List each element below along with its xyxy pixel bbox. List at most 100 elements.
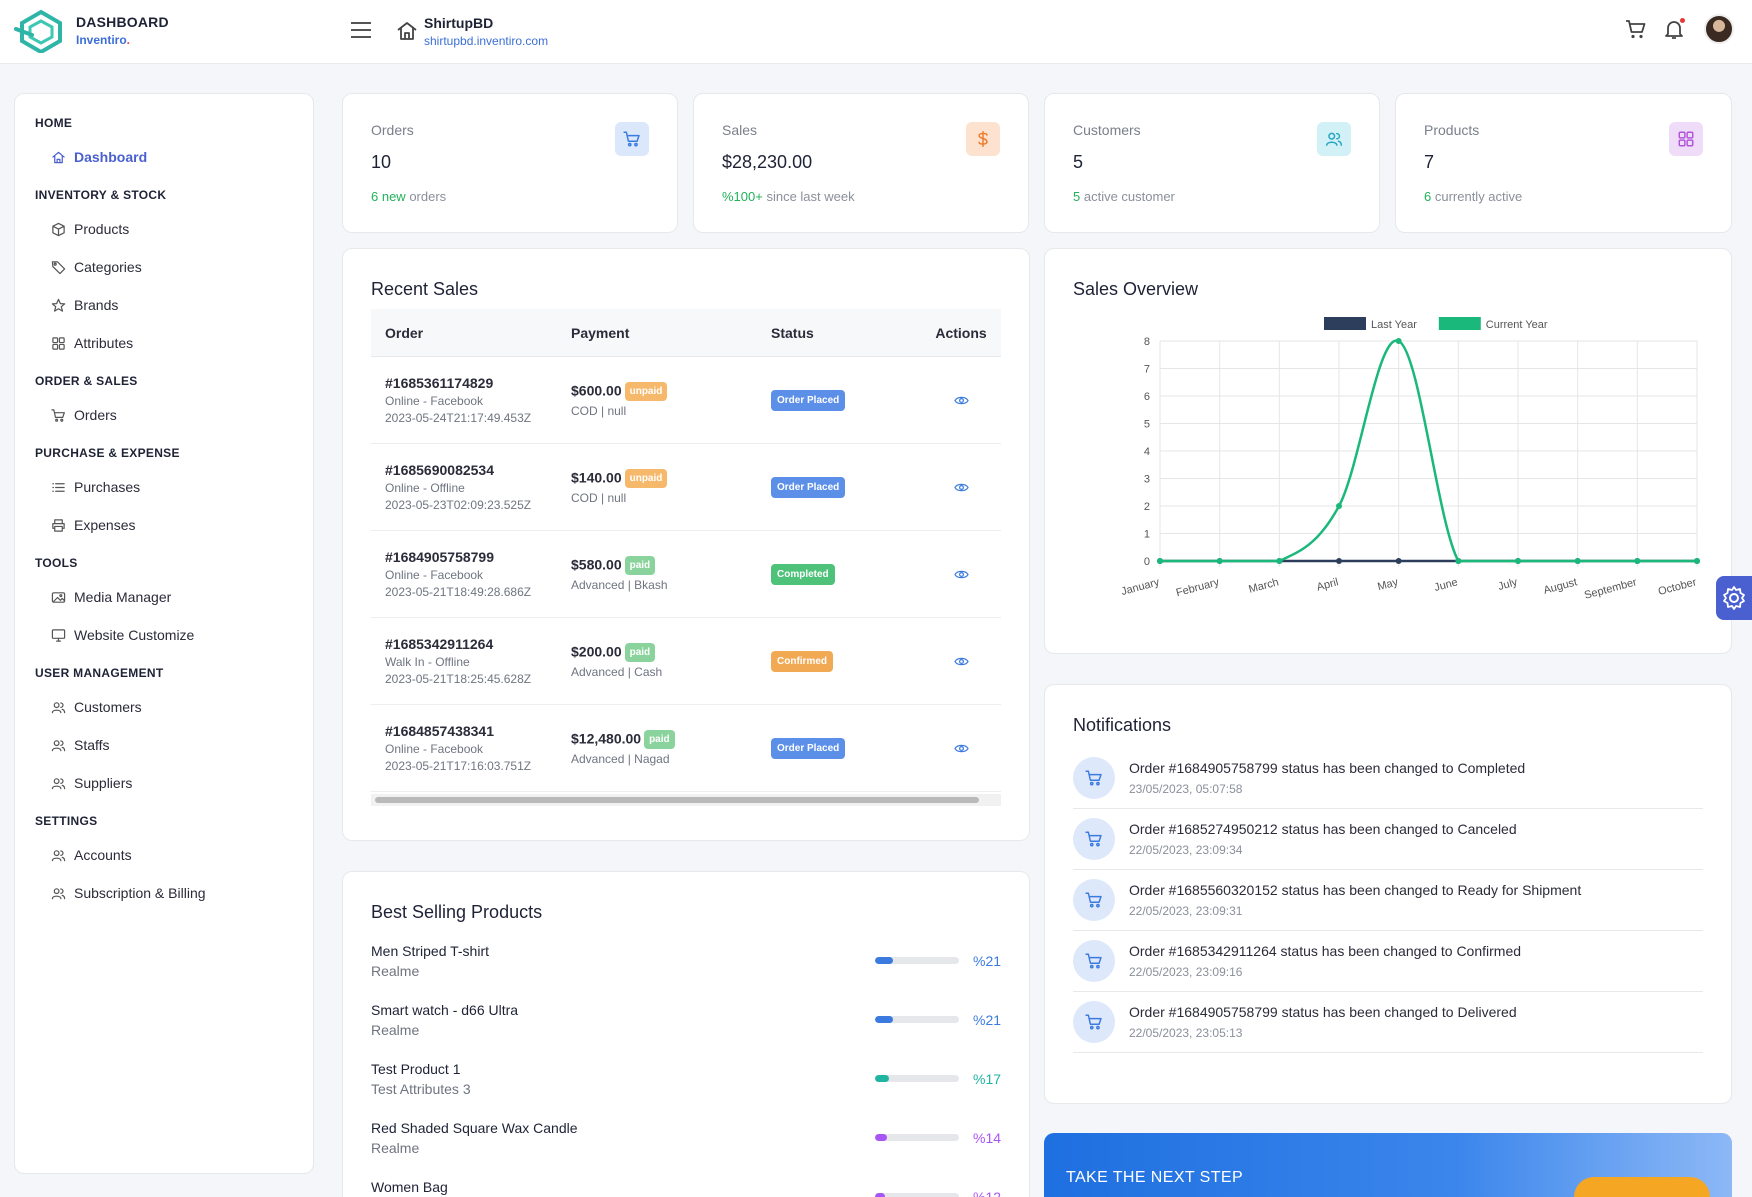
sidebar-item-label: Brands	[74, 297, 119, 313]
sidebar-item-media-manager[interactable]: Media Manager	[35, 578, 293, 616]
progress-bar	[875, 1193, 959, 1197]
view-order-button[interactable]	[953, 480, 969, 495]
stat-card-sales: Sales $28,230.00 %100+ since last week	[693, 93, 1029, 233]
eye-icon	[953, 396, 969, 404]
sidebar-item-attributes[interactable]: Attributes	[35, 324, 293, 362]
table-scrollbar[interactable]	[371, 794, 1001, 806]
view-order-button[interactable]	[953, 393, 969, 408]
cart-button[interactable]	[1624, 17, 1648, 41]
sidebar-item-label: Orders	[74, 407, 117, 423]
progress-fill	[875, 1075, 890, 1082]
eye-icon	[953, 483, 969, 491]
order-date: 2023-05-21T18:25:45.628Z	[385, 672, 532, 686]
notification-icon-badge	[1073, 757, 1115, 799]
view-order-button[interactable]	[953, 741, 969, 756]
recent-sales-table: Order Payment Status Actions #1685361174…	[371, 309, 1001, 792]
order-id[interactable]: #1685361174829	[385, 375, 494, 391]
col-order: Order	[385, 324, 424, 341]
product-sub: Realme	[371, 1139, 420, 1156]
sidebar-item-brands[interactable]: Brands	[35, 286, 293, 324]
notification-item[interactable]: Order #1685560320152 status has been cha…	[1073, 870, 1703, 931]
hamburger-icon	[351, 22, 371, 38]
stat-footnote-text: since last week	[762, 189, 855, 204]
order-id[interactable]: #1684857438341	[385, 723, 495, 739]
sales-overview-title: Sales Overview	[1073, 279, 1199, 299]
avatar[interactable]	[1704, 14, 1734, 44]
cart-icon	[1085, 892, 1102, 908]
stat-label: Products	[1424, 122, 1480, 138]
stat-footnote: 5 active customer	[1073, 189, 1351, 204]
notifications-button[interactable]	[1662, 17, 1686, 41]
store-selector[interactable]: ShirtupBD shirtupbd.inventiro.com	[396, 14, 548, 50]
view-order-button[interactable]	[953, 567, 969, 582]
order-date: 2023-05-23T02:09:23.525Z	[385, 498, 532, 512]
notification-icon-badge	[1073, 940, 1115, 982]
stat-highlight: 6	[1424, 189, 1432, 204]
order-id[interactable]: #1685690082534	[385, 462, 495, 478]
cart-icon	[1626, 20, 1646, 39]
settings-tab[interactable]	[1716, 576, 1752, 620]
sidebar-item-label: Accounts	[74, 847, 132, 863]
sidebar-item-orders[interactable]: Orders	[35, 396, 293, 434]
payment-badge: paid	[644, 730, 675, 749]
notification-item[interactable]: Order #1685274950212 status has been cha…	[1073, 809, 1703, 870]
sidebar-item-purchases[interactable]: Purchases	[35, 468, 293, 506]
sidebar-item-categories[interactable]: Categories	[35, 248, 293, 286]
sidebar-item-label: Expenses	[74, 517, 136, 533]
sidebar-item-customers[interactable]: Customers	[35, 688, 293, 726]
notification-item[interactable]: Order #1685342911264 status has been cha…	[1073, 931, 1703, 992]
order-id[interactable]: #1685342911264	[385, 636, 494, 652]
eye-icon	[953, 570, 969, 578]
notification-text: Order #1685274950212 status has been cha…	[1129, 821, 1517, 837]
sidebar-item-staffs[interactable]: Staffs	[35, 726, 293, 764]
product-name[interactable]: Women Bag	[371, 1178, 448, 1195]
menu-toggle-button[interactable]	[350, 20, 372, 40]
notification-item[interactable]: Order #1684905758799 status has been cha…	[1073, 992, 1703, 1053]
product-name[interactable]: Men Striped T-shirt	[371, 942, 490, 959]
data-point	[1515, 558, 1521, 564]
sidebar-item-icon	[51, 848, 67, 863]
stat-value: 5	[1073, 152, 1084, 172]
eye-icon	[953, 657, 969, 665]
notification-time: 22/05/2023, 23:09:16	[1129, 965, 1243, 979]
notification-time: 22/05/2023, 23:09:34	[1129, 843, 1243, 857]
legend-swatch	[1438, 317, 1481, 330]
order-channel: Online - Facebook	[385, 568, 484, 582]
next-step-title: TAKE THE NEXT STEP	[1066, 1169, 1244, 1186]
status-badge: Order Placed	[771, 476, 846, 498]
order-id[interactable]: #1684905758799	[385, 549, 495, 565]
stat-value: 10	[371, 152, 392, 172]
y-tick-label: 8	[1144, 336, 1150, 348]
sidebar-item-products[interactable]: Products	[35, 210, 293, 248]
brand-logo[interactable]: DASHBOARD Inventiro.	[14, 9, 169, 53]
sidebar-item-accounts[interactable]: Accounts	[35, 836, 293, 874]
cart-icon	[1085, 831, 1102, 847]
sidebar-item-icon	[51, 886, 67, 901]
sidebar-item-label: Suppliers	[74, 775, 133, 791]
sidebar-item-subscription-billing[interactable]: Subscription & Billing	[35, 874, 293, 912]
order-amount: $200.00	[571, 643, 622, 660]
payment-badge: paid	[624, 643, 656, 662]
product-sub: Test Attributes 3	[371, 1080, 471, 1097]
product-name[interactable]: Test Product 1	[371, 1060, 461, 1077]
next-step-button[interactable]	[1574, 1177, 1710, 1197]
notification-item[interactable]: Order #1684905758799 status has been cha…	[1073, 748, 1703, 809]
sidebar-item-website-customize[interactable]: Website Customize	[35, 616, 293, 654]
nav-section-title: HOME	[35, 116, 73, 130]
stat-icon-badge	[1669, 122, 1703, 156]
stat-highlight: 5	[1073, 189, 1081, 204]
printer-icon	[52, 518, 65, 532]
product-name[interactable]: Red Shaded Square Wax Candle	[371, 1119, 578, 1136]
sidebar-item-suppliers[interactable]: Suppliers	[35, 764, 293, 802]
sidebar-item-expenses[interactable]: Expenses	[35, 506, 293, 544]
view-order-button[interactable]	[953, 654, 969, 669]
product-name[interactable]: Smart watch - d66 Ultra	[371, 1001, 519, 1018]
sidebar-item-dashboard[interactable]: Dashboard	[35, 138, 293, 176]
store-url[interactable]: shirtupbd.inventiro.com	[424, 34, 549, 48]
sidebar-item-label: Attributes	[74, 335, 134, 351]
status-badge: Completed	[771, 563, 835, 585]
home-icon	[52, 151, 65, 163]
data-point	[1336, 558, 1342, 564]
brand-sub: Inventiro	[76, 33, 127, 47]
sidebar: HOME Dashboard INVENTORY & STOCK Products…	[14, 93, 314, 1174]
